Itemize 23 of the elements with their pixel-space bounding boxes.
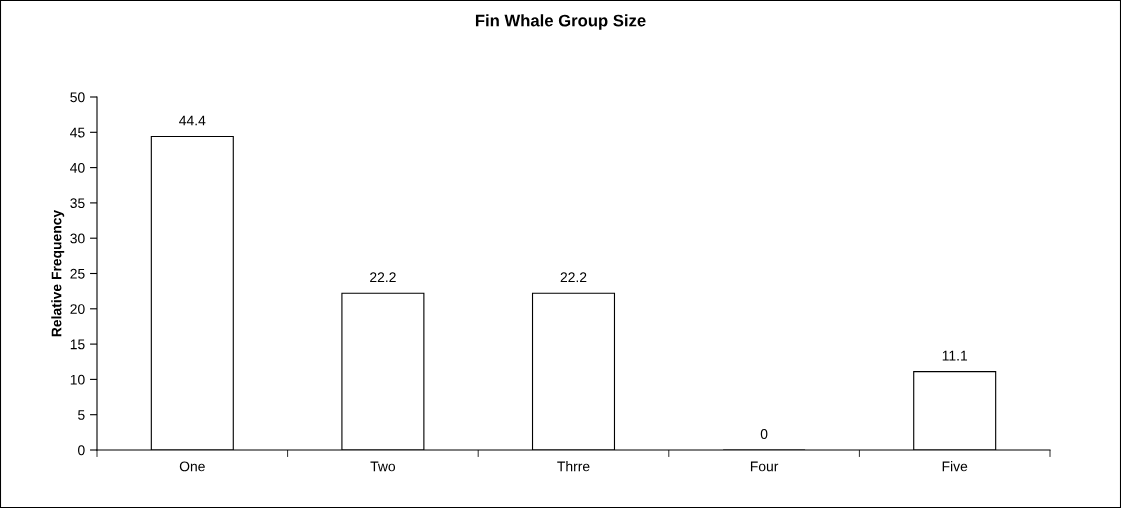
y-tick-label: 35	[70, 198, 85, 209]
y-tick-label: 25	[70, 268, 85, 279]
x-tick-label: Five	[942, 461, 968, 472]
x-tick-label: One	[179, 461, 205, 472]
y-tick-label: 5	[78, 410, 85, 420]
y-tick-label: 30	[70, 233, 85, 244]
data-label: 11.1	[942, 350, 968, 361]
y-tick-label: 10	[70, 374, 85, 385]
chart-title: Fin Whale Group Size	[475, 14, 646, 30]
x-tick-label: Two	[370, 461, 396, 472]
y-axis-title: Relative Frequency	[51, 209, 65, 337]
data-label: 22.2	[560, 272, 587, 283]
data-label: 0	[760, 429, 768, 439]
data-label: 44.4	[179, 115, 206, 126]
y-tick-label: 50	[70, 92, 85, 103]
data-label: 22.2	[370, 272, 396, 283]
y-tick-label: 0	[78, 445, 85, 456]
y-tick-label: 45	[70, 127, 85, 138]
y-tick-label: 40	[70, 162, 85, 173]
y-tick-label: 20	[70, 304, 85, 314]
x-tick-label: Thrre	[557, 461, 590, 472]
y-tick-label: 15	[70, 339, 85, 350]
x-tick-label: Four	[750, 461, 779, 472]
